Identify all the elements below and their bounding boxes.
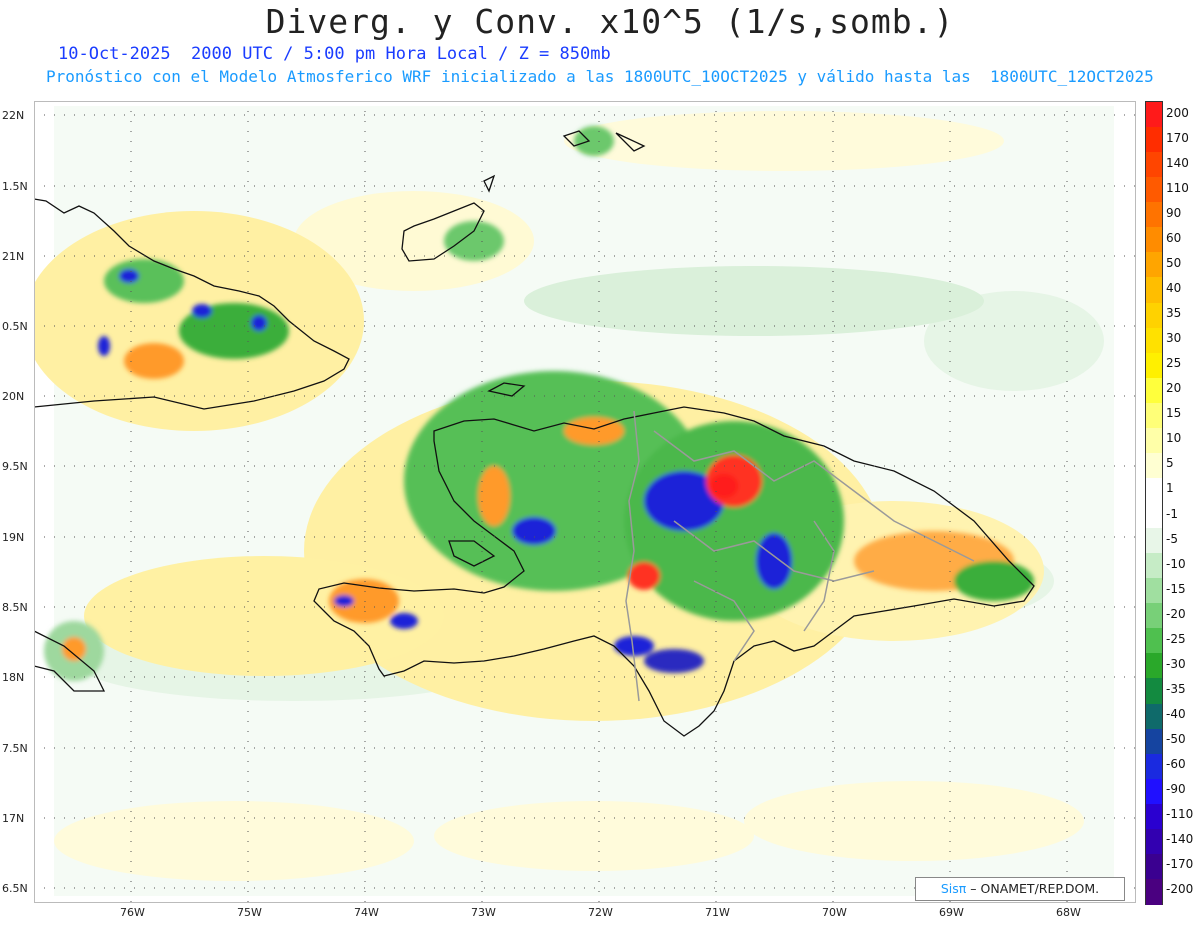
colorbar-label: -140: [1166, 832, 1194, 847]
lon-label: 70W: [822, 906, 847, 919]
colorbar-label: -30: [1166, 656, 1186, 671]
valid-time-subtitle: 10-Oct-2025 2000 UTC / 5:00 pm Hora Loca…: [58, 44, 611, 64]
lat-label: 6.5N: [2, 882, 28, 895]
model-run-subtitle: Pronóstico con el Modelo Atmosferico WRF…: [46, 67, 1154, 86]
colorbar-label: 90: [1166, 205, 1182, 220]
lat-label: 17N: [2, 812, 25, 825]
colorbar-label: -110: [1166, 807, 1194, 822]
colorbar-label: -35: [1166, 681, 1186, 696]
colorbar-segment: [1146, 753, 1162, 780]
colorbar-label: 40: [1166, 280, 1182, 295]
colorbar-segment: [1146, 252, 1162, 278]
credit-text: – ONAMET/REP.DOM.: [970, 881, 1100, 896]
colorbar-segment: [1146, 402, 1162, 429]
lon-label: 74W: [354, 906, 379, 919]
colorbar-label: -90: [1166, 782, 1186, 797]
colorbar-segment: [1146, 102, 1162, 128]
colorbar-label: 35: [1166, 306, 1182, 321]
colorbar-segment: [1146, 578, 1162, 604]
colorbar-label: -20: [1166, 606, 1186, 621]
colorbar-segment: [1146, 728, 1162, 755]
lon-label: 71W: [705, 906, 730, 919]
colorbar-label: -40: [1166, 707, 1186, 722]
colorbar-segment: [1146, 302, 1162, 329]
lat-label: 7.5N: [2, 742, 28, 755]
colorbar-label: 50: [1166, 255, 1182, 270]
colorbar-label: 110: [1166, 180, 1189, 195]
lon-label: 68W: [1056, 906, 1081, 919]
lat-label: 19N: [2, 531, 25, 544]
credit-brand: Sisπ: [940, 881, 967, 896]
colorbar-segment: [1146, 878, 1162, 905]
colorbar-segment: [1146, 177, 1162, 203]
colorbar-segment: [1146, 452, 1162, 479]
coastlines: [34, 130, 1035, 737]
colorbar-label: 15: [1166, 406, 1182, 421]
colorbar-label: -60: [1166, 757, 1186, 772]
colorbar-segment: [1146, 477, 1162, 504]
colorbar-label: 170: [1166, 130, 1189, 145]
colorbar-segment: [1146, 202, 1162, 228]
colorbar-label: -5: [1166, 531, 1178, 546]
colorbar-segment: [1146, 803, 1162, 830]
chart-title: Diverg. y Conv. x10^5 (1/s,somb.): [265, 2, 955, 41]
colorbar-segment: [1146, 628, 1162, 654]
provincial-borders: [625, 410, 975, 702]
lat-label: 9.5N: [2, 460, 28, 473]
colorbar-segment: [1146, 503, 1162, 529]
lon-label: 76W: [120, 906, 145, 919]
colorbar-label: 60: [1166, 230, 1182, 245]
colorbar-segment: [1146, 377, 1162, 404]
colorbar-label: -15: [1166, 581, 1186, 596]
colorbar-segment: [1146, 227, 1162, 253]
lat-label: 22N: [2, 109, 25, 122]
graticule: [34, 101, 1136, 903]
colorbar: [1145, 101, 1163, 905]
colorbar-segment: [1146, 828, 1162, 855]
map-canvas: [34, 101, 1136, 903]
colorbar-label: 200: [1166, 105, 1189, 120]
colorbar-label: -50: [1166, 732, 1186, 747]
colorbar-segment: [1146, 528, 1162, 554]
colorbar-label: -25: [1166, 631, 1186, 646]
lat-label: 0.5N: [2, 320, 28, 333]
colorbar-label: 30: [1166, 331, 1182, 346]
lat-label: 20N: [2, 390, 25, 403]
colorbar-label: 10: [1166, 431, 1182, 446]
colorbar-segment: [1146, 778, 1162, 805]
lat-label: 8.5N: [2, 601, 28, 614]
colorbar-label: 1: [1166, 481, 1174, 496]
lon-label: 72W: [588, 906, 613, 919]
colorbar-segment: [1146, 553, 1162, 579]
colorbar-label: -10: [1166, 556, 1186, 571]
colorbar-segment: [1146, 427, 1162, 454]
colorbar-segment: [1146, 277, 1162, 303]
colorbar-segment: [1146, 653, 1162, 679]
colorbar-segment: [1146, 327, 1162, 354]
lon-label: 73W: [471, 906, 496, 919]
lat-label: 21N: [2, 250, 25, 263]
credit-box: Sisπ – ONAMET/REP.DOM.: [915, 877, 1125, 901]
colorbar-label: 20: [1166, 381, 1182, 396]
colorbar-label: -170: [1166, 857, 1194, 872]
colorbar-segment: [1146, 352, 1162, 379]
colorbar-segment: [1146, 603, 1162, 629]
colorbar-label: -1: [1166, 506, 1178, 521]
colorbar-segment: [1146, 127, 1162, 153]
lon-label: 75W: [237, 906, 262, 919]
colorbar-label: 25: [1166, 356, 1182, 371]
colorbar-segment: [1146, 678, 1162, 704]
map-panel: [34, 101, 1136, 903]
colorbar-label: 140: [1166, 155, 1189, 170]
colorbar-label: -200: [1166, 882, 1194, 897]
colorbar-label: 5: [1166, 456, 1174, 471]
colorbar-segment: [1146, 152, 1162, 178]
colorbar-segment: [1146, 703, 1162, 730]
lon-label: 69W: [939, 906, 964, 919]
lat-label: 1.5N: [2, 180, 28, 193]
colorbar-segment: [1146, 853, 1162, 880]
lat-label: 18N: [2, 671, 25, 684]
convergence-cells: [44, 126, 1034, 681]
